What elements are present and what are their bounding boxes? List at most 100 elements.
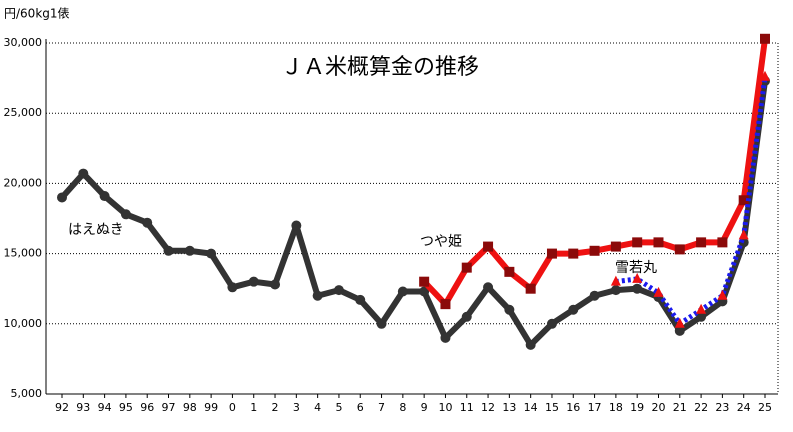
marker [632, 272, 643, 283]
marker [483, 282, 494, 293]
x-tick-label: 11 [460, 401, 474, 414]
marker [355, 294, 366, 305]
marker [120, 209, 131, 220]
x-tick-label: 2 [272, 401, 279, 414]
marker [546, 318, 557, 329]
marker [674, 317, 685, 328]
marker [632, 283, 643, 294]
x-tick-label: 13 [502, 401, 516, 414]
x-tick-label: 92 [55, 401, 69, 414]
x-tick-label: 93 [76, 401, 90, 414]
x-tick-label: 15 [545, 401, 559, 414]
x-tick-label: 17 [588, 401, 602, 414]
marker [142, 217, 153, 228]
x-tick-label: 1 [250, 401, 257, 414]
marker [419, 276, 430, 287]
marker [376, 318, 387, 329]
marker [738, 229, 749, 240]
marker [440, 299, 451, 310]
marker [696, 311, 707, 322]
x-tick-label: 8 [399, 401, 406, 414]
x-tick-label: 21 [673, 401, 687, 414]
x-tick-label: 6 [357, 401, 364, 414]
marker [610, 241, 621, 252]
marker [632, 237, 643, 248]
x-tick-label: 97 [162, 401, 176, 414]
marker [589, 290, 600, 301]
marker [163, 245, 174, 256]
marker [610, 285, 621, 296]
x-tick-label: 10 [438, 401, 452, 414]
marker [589, 245, 600, 256]
y-tick-label: 20,000 [4, 176, 43, 189]
marker [546, 248, 557, 259]
chart-title: ＪＡ米概算金の推移 [281, 55, 479, 80]
x-tick-label: 5 [335, 401, 342, 414]
x-tick-label: 14 [524, 401, 538, 414]
x-tick-label: 20 [651, 401, 665, 414]
marker [397, 286, 408, 297]
x-tick-label: 22 [694, 401, 708, 414]
y-tick-label: 25,000 [4, 106, 43, 119]
y-tick-label: 5,000 [11, 387, 43, 400]
series-label: はえぬき [68, 222, 124, 238]
x-tick-label: 96 [140, 401, 154, 414]
marker [78, 168, 89, 179]
marker [568, 304, 579, 315]
marker [312, 290, 323, 301]
x-tick-label: 3 [293, 401, 300, 414]
x-tick-label: 18 [609, 401, 623, 414]
x-tick-label: 16 [566, 401, 580, 414]
x-tick-label: 4 [314, 401, 321, 414]
series-label: つや姫 [420, 234, 462, 250]
marker [696, 303, 707, 314]
marker [504, 304, 515, 315]
marker [653, 237, 664, 248]
x-tick-label: 7 [378, 401, 385, 414]
series-label: 雪若丸 [615, 260, 657, 276]
x-tick-label: 12 [481, 401, 495, 414]
x-tick-label: 94 [98, 401, 112, 414]
marker [760, 70, 770, 81]
marker [568, 248, 579, 259]
x-tick-label: 25 [758, 401, 772, 414]
y-tick-label: 10,000 [4, 317, 43, 330]
marker [440, 332, 451, 343]
marker [227, 282, 238, 293]
marker [525, 339, 536, 350]
marker [99, 191, 110, 202]
marker [248, 276, 259, 287]
marker [674, 325, 685, 336]
marker [461, 262, 472, 273]
marker [483, 241, 494, 252]
marker [717, 289, 728, 300]
marker [760, 33, 770, 44]
marker [696, 237, 707, 248]
series-line [59, 80, 768, 348]
marker [184, 245, 195, 256]
y-tick-label: 30,000 [4, 36, 43, 49]
y-tick-label: 15,000 [4, 247, 43, 260]
x-tick-label: 9 [421, 401, 428, 414]
marker [738, 195, 749, 206]
marker [674, 244, 685, 255]
x-tick-label: 23 [715, 401, 729, 414]
x-tick-label: 99 [204, 401, 218, 414]
x-tick-label: 95 [119, 401, 133, 414]
marker [291, 220, 302, 231]
marker [525, 283, 536, 294]
x-tick-label: 0 [229, 401, 236, 414]
x-tick-label: 19 [630, 401, 644, 414]
marker [717, 237, 728, 248]
x-tick-label: 24 [737, 401, 751, 414]
marker [610, 275, 621, 286]
marker [333, 285, 344, 296]
marker [419, 286, 430, 297]
marker [270, 279, 281, 290]
marker [57, 192, 67, 203]
x-tick-label: 98 [183, 401, 197, 414]
marker [206, 248, 217, 259]
y-axis-label: 円/60kg1俵 [4, 7, 70, 21]
marker [653, 286, 664, 297]
